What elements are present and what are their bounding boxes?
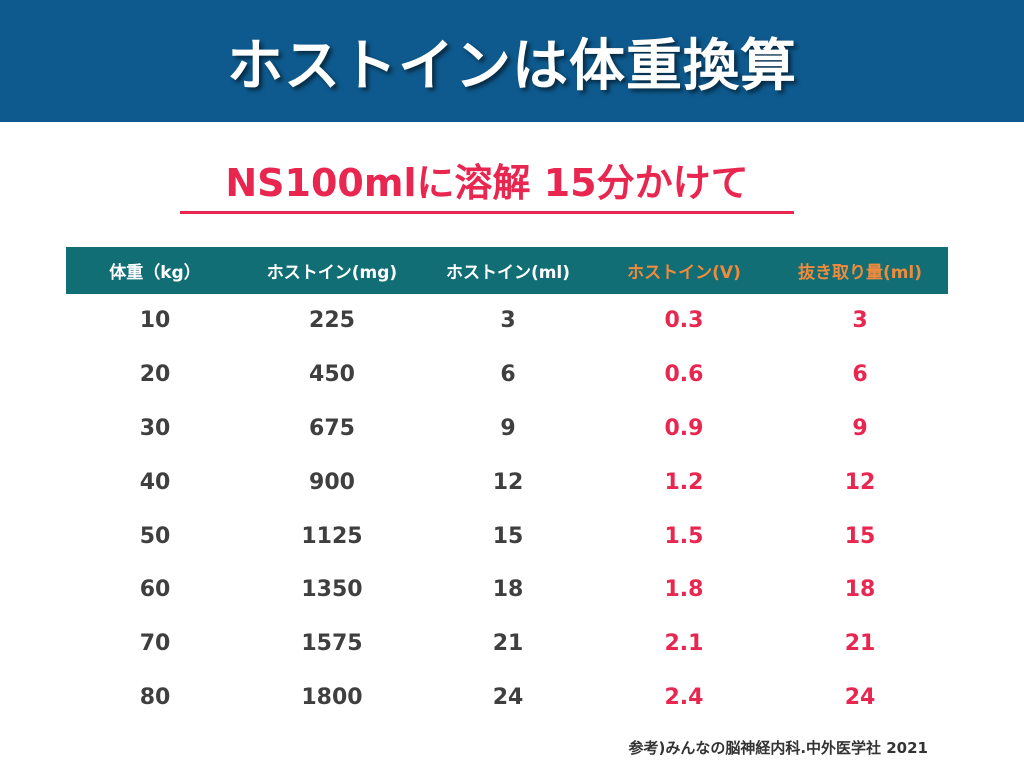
cell-dose-ml: 24 <box>492 684 524 710</box>
cell-withdraw-ml: 18 <box>844 577 876 603</box>
cell-dose-vial: 0.3 <box>664 308 704 334</box>
cell-weight: 10 <box>139 308 171 334</box>
cell-withdraw-ml: 24 <box>844 684 876 710</box>
cell-dose-mg: 225 <box>309 308 355 334</box>
cell-dose-ml: 3 <box>500 308 516 334</box>
page-title: ホストインは体重換算 <box>227 33 797 99</box>
cell-dose-mg: 675 <box>309 415 355 441</box>
cell-withdraw-ml: 9 <box>852 415 868 441</box>
table-row: 70 1575 21 2.1 21 <box>66 617 948 671</box>
cell-dose-mg: 1800 <box>301 684 363 710</box>
cell-dose-mg: 1575 <box>301 631 363 657</box>
cell-weight: 70 <box>139 631 171 657</box>
table-row: 10 225 3 0.3 3 <box>66 294 948 348</box>
cell-weight: 80 <box>139 684 171 710</box>
cell-withdraw-ml: 6 <box>852 362 868 388</box>
cell-dose-vial: 2.4 <box>664 684 704 710</box>
cell-weight: 50 <box>139 523 171 549</box>
table-row: 40 900 12 1.2 12 <box>66 455 948 509</box>
table-row: 30 675 9 0.9 9 <box>66 402 948 456</box>
cell-dose-mg: 1125 <box>301 523 363 549</box>
cell-dose-ml: 9 <box>500 415 516 441</box>
table-body: 10 225 3 0.3 3 20 450 6 0.6 6 30 675 9 0.9 9 40 900 12 1.2… <box>66 294 948 724</box>
cell-withdraw-ml: 21 <box>844 631 876 657</box>
cell-withdraw-ml: 3 <box>852 308 868 334</box>
cell-dose-vial: 0.9 <box>664 415 704 441</box>
header-fosphenytoin-mg: ホストイン(mg) <box>266 263 398 283</box>
cell-dose-ml: 6 <box>500 362 516 388</box>
dilution-instruction: NS100mlに溶解 15分かけて <box>180 152 794 214</box>
header-fosphenytoin-vial: ホストイン(V) <box>627 263 741 283</box>
table-row: 20 450 6 0.6 6 <box>66 348 948 402</box>
cell-dose-ml: 15 <box>492 523 524 549</box>
reference-citation: 参考)みんなの脳神経内科.中外医学社 2021 <box>628 739 928 757</box>
title-banner: ホストインは体重換算 <box>0 0 1024 122</box>
table-header-row: 体重（kg） ホストイン(mg) ホストイン(ml) ホストイン(V) 抜き取り… <box>66 247 948 294</box>
cell-dose-vial: 2.1 <box>664 631 704 657</box>
header-fosphenytoin-ml: ホストイン(ml) <box>445 263 571 283</box>
cell-dose-vial: 1.5 <box>664 523 704 549</box>
cell-dose-mg: 1350 <box>301 577 363 603</box>
cell-dose-mg: 450 <box>309 362 355 388</box>
cell-dose-ml: 12 <box>492 469 524 495</box>
dose-table: 体重（kg） ホストイン(mg) ホストイン(ml) ホストイン(V) 抜き取り… <box>66 247 948 724</box>
table-row: 50 1125 15 1.5 15 <box>66 509 948 563</box>
cell-dose-vial: 1.2 <box>664 469 704 495</box>
header-weight: 体重（kg） <box>109 263 201 283</box>
cell-weight: 60 <box>139 577 171 603</box>
cell-weight: 40 <box>139 469 171 495</box>
cell-dose-mg: 900 <box>309 469 355 495</box>
table-row: 60 1350 18 1.8 18 <box>66 563 948 617</box>
cell-weight: 30 <box>139 415 171 441</box>
cell-dose-vial: 1.8 <box>664 577 704 603</box>
cell-weight: 20 <box>139 362 171 388</box>
cell-dose-vial: 0.6 <box>664 362 704 388</box>
cell-dose-ml: 21 <box>492 631 524 657</box>
cell-dose-ml: 18 <box>492 577 524 603</box>
cell-withdraw-ml: 15 <box>844 523 876 549</box>
table-row: 80 1800 24 2.4 24 <box>66 671 948 725</box>
cell-withdraw-ml: 12 <box>844 469 876 495</box>
header-withdraw-volume: 抜き取り量(ml) <box>797 263 923 283</box>
